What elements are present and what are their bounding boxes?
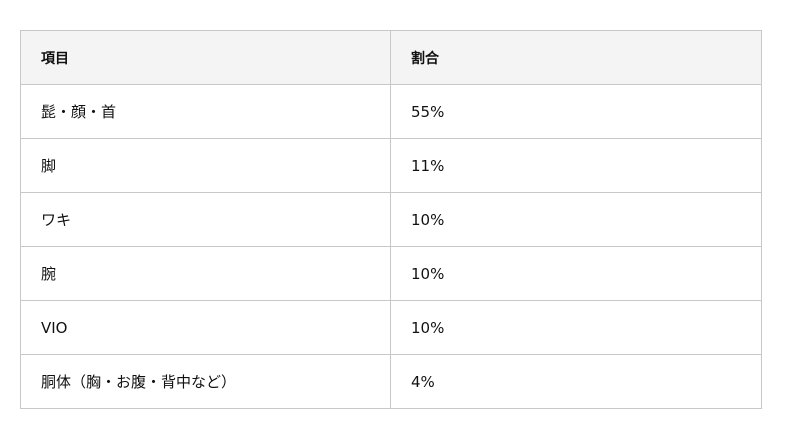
- data-table: 項目 割合 髭・顔・首 55% 脚 11% ワキ 10% 腕 10% VIO 1…: [20, 30, 762, 409]
- cell-item: ワキ: [20, 192, 391, 247]
- header-item: 項目: [20, 30, 391, 85]
- cell-item: 髭・顔・首: [20, 84, 391, 139]
- table-row: 髭・顔・首 55%: [20, 84, 762, 139]
- cell-ratio: 10%: [390, 246, 762, 301]
- table-row: VIO 10%: [20, 300, 762, 355]
- table-row: 胴体（胸・お腹・背中など） 4%: [20, 354, 762, 409]
- cell-ratio: 11%: [390, 138, 762, 193]
- cell-item: 胴体（胸・お腹・背中など）: [20, 354, 391, 409]
- table-row: ワキ 10%: [20, 192, 762, 247]
- cell-ratio: 10%: [390, 192, 762, 247]
- cell-ratio: 10%: [390, 300, 762, 355]
- cell-item: 腕: [20, 246, 391, 301]
- table-header-row: 項目 割合: [20, 30, 762, 85]
- cell-item: VIO: [20, 300, 391, 355]
- header-ratio: 割合: [390, 30, 762, 85]
- table-row: 脚 11%: [20, 138, 762, 193]
- cell-item: 脚: [20, 138, 391, 193]
- table-row: 腕 10%: [20, 246, 762, 301]
- cell-ratio: 55%: [390, 84, 762, 139]
- cell-ratio: 4%: [390, 354, 762, 409]
